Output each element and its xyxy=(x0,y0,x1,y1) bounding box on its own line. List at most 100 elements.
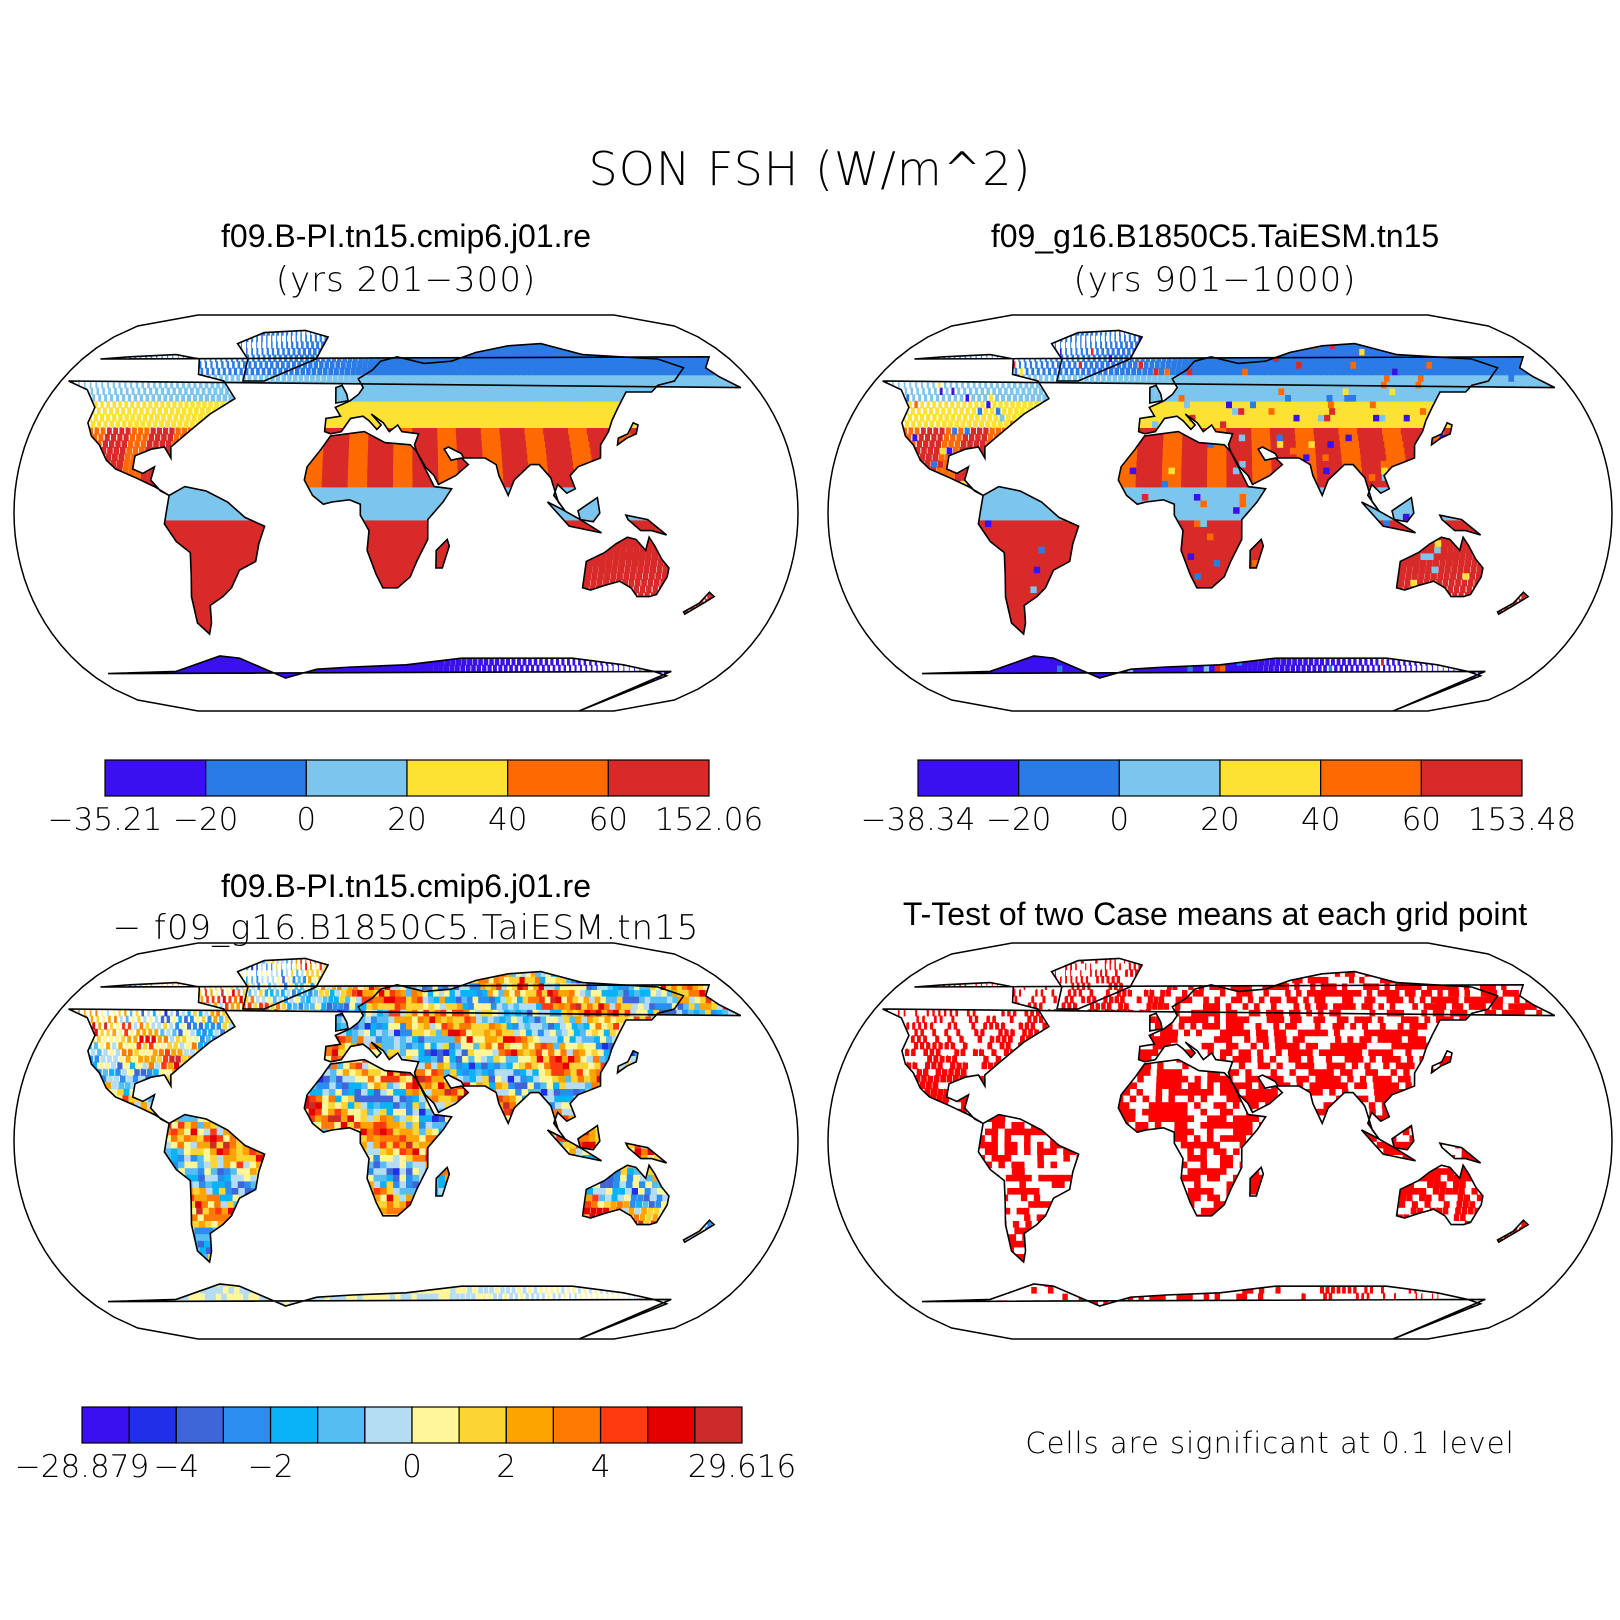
colorbar-tick-label: 0 xyxy=(402,1449,422,1485)
map-border-ttest xyxy=(827,942,1613,1340)
colorbar-swatch xyxy=(1219,759,1322,797)
map-border-diff xyxy=(13,942,799,1340)
colorbar-swatch xyxy=(1118,759,1221,797)
colorbar-swatch xyxy=(505,1406,554,1444)
panel-diff-title: f09.B-PI.tn15.cmip6.j01.re xyxy=(106,868,706,905)
land-layer-case1 xyxy=(68,329,742,711)
panel-ttest-title: T-Test of two Case means at each grid po… xyxy=(830,896,1600,933)
coastline-newguinea xyxy=(1438,514,1482,536)
coastline-britain xyxy=(1148,1012,1164,1032)
coastline-greenland xyxy=(1050,329,1144,382)
coastline-newguinea xyxy=(624,1142,668,1164)
coastline-newzealand xyxy=(1496,591,1530,616)
colorbar-tick-label: 2 xyxy=(496,1449,516,1485)
coastline-eurasia xyxy=(323,970,685,1140)
coastline-antarctica xyxy=(921,655,1486,711)
colorbar-swatch xyxy=(317,1406,366,1444)
colorbar-swatch xyxy=(917,759,1020,797)
coastline-southAmerica xyxy=(977,485,1080,636)
colorbar-cb-case1: −35.21 −20 0 20 40 60 152.06 xyxy=(48,759,763,838)
coastline-southAmerica xyxy=(163,485,266,636)
coastline-northAmerica xyxy=(882,353,1556,497)
colorbar-tick-label: 40 xyxy=(1301,802,1340,838)
coastline-africa xyxy=(303,1058,453,1217)
land-layer-diff xyxy=(68,957,742,1339)
coastline-greenland xyxy=(236,957,330,1010)
coastline-britain xyxy=(334,1012,350,1032)
significance-note: Cells are significant at 0.1 level xyxy=(960,1426,1580,1460)
colorbar-tick-label: 152.06 xyxy=(655,802,763,838)
map-border-case2 xyxy=(827,314,1613,712)
coastline-japan xyxy=(616,421,639,447)
coastline-borneo xyxy=(1391,1124,1415,1151)
colorbar-swatch xyxy=(305,759,408,797)
colorbar-cb-diff: −28.879 −4 −2 0 2 4 29.616 xyxy=(15,1406,796,1485)
land-layer-ttest xyxy=(882,957,1556,1339)
coastline-australia xyxy=(1395,1163,1484,1226)
colorbar-tick-label: 60 xyxy=(1402,802,1441,838)
colorbar-tick-label: −2 xyxy=(248,1449,294,1485)
coastline-borneo xyxy=(577,1124,601,1151)
colorbar-swatch xyxy=(205,759,307,797)
colorbar-tick-label: 20 xyxy=(387,802,426,838)
panel-case1-subtitle: (yrs 201−300) xyxy=(106,260,706,300)
colorbar-swatch xyxy=(694,1406,743,1444)
coastline-greenland xyxy=(236,329,330,382)
colorbar-tick-label: 29.616 xyxy=(688,1449,796,1485)
coastline-australia xyxy=(581,535,670,598)
colorbar-tick-label: −20 xyxy=(986,802,1051,838)
colorbar-swatch xyxy=(607,759,710,797)
colorbar-swatch xyxy=(270,1406,319,1444)
coastline-indonesia xyxy=(546,1129,602,1162)
colorbar-swatch xyxy=(1420,759,1523,797)
coastline-borneo xyxy=(577,496,601,523)
coastline-australia xyxy=(1395,535,1484,598)
colorbar-tick-label: 60 xyxy=(589,802,628,838)
coastline-antarctica xyxy=(107,655,672,711)
land-layer-case2 xyxy=(882,329,1556,711)
coastline-eurasia xyxy=(1137,970,1499,1140)
coastline-northAmerica xyxy=(68,981,742,1125)
coastline-madagascar xyxy=(1249,1165,1265,1197)
coastline-borneo xyxy=(1391,496,1415,523)
coastline-southAmerica xyxy=(163,1113,266,1264)
coastline-northAmerica xyxy=(882,981,1556,1125)
colorbar-tick-label: −38.34 xyxy=(861,802,976,838)
coastline-australia xyxy=(581,1163,670,1226)
coastline-eurasia xyxy=(323,342,685,512)
colorbar-swatch xyxy=(552,1406,602,1444)
colorbar-swatch xyxy=(81,1406,130,1444)
coastline-antarctica xyxy=(921,1283,1486,1339)
coastline-eurasia xyxy=(1137,342,1499,512)
panel-case1-title: f09.B-PI.tn15.cmip6.j01.re xyxy=(106,218,706,255)
colorbar-swatch xyxy=(364,1406,413,1444)
colorbar-tick-label: −20 xyxy=(173,802,238,838)
coastline-newzealand xyxy=(682,591,716,616)
colorbar-swatch xyxy=(458,1406,507,1444)
coastline-japan xyxy=(1430,421,1453,447)
figure-title: SON FSH (W/m^2) xyxy=(0,142,1620,196)
coastline-antarctica xyxy=(107,1283,672,1339)
colorbar-swatch xyxy=(507,759,610,797)
map-panel-diff xyxy=(13,942,799,1340)
colorbar-tick-label: 0 xyxy=(296,802,316,838)
colorbar-tick-label: 20 xyxy=(1200,802,1239,838)
coastline-indonesia xyxy=(1360,1129,1416,1162)
colorbar-tick-label: 0 xyxy=(1109,802,1129,838)
colorbar-swatch xyxy=(406,759,509,797)
coastline-newzealand xyxy=(1496,1219,1530,1244)
coastline-madagascar xyxy=(1249,537,1265,569)
coastline-indonesia xyxy=(1360,501,1416,534)
map-panel-ttest xyxy=(827,942,1613,1340)
colorbar-tick-label: −35.21 xyxy=(48,802,163,838)
coastline-newzealand xyxy=(682,1219,716,1244)
colorbar-tick-label: 40 xyxy=(488,802,527,838)
map-border-case1 xyxy=(13,314,799,712)
coastline-africa xyxy=(1117,1058,1267,1217)
coastline-northAmerica xyxy=(68,353,742,497)
coastline-newguinea xyxy=(1438,1142,1482,1164)
panel-diff-subtitle: − f09_g16.B1850C5.TaiESM.tn15 xyxy=(46,908,766,948)
coastline-madagascar xyxy=(435,1165,451,1197)
